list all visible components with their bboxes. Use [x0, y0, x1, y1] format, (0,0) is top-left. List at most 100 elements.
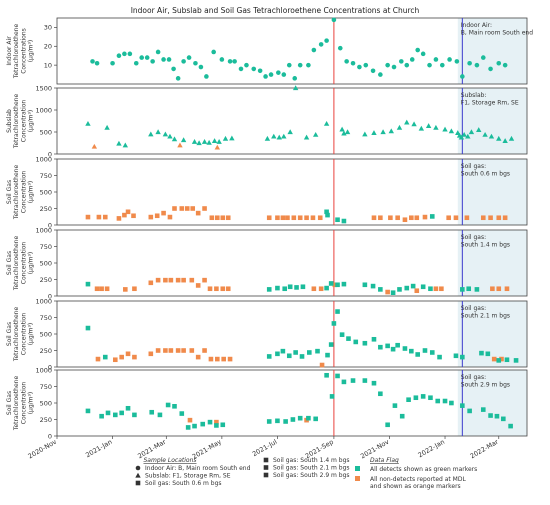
non-detect-point: [490, 286, 495, 292]
detect-point: [275, 351, 280, 357]
detect-point: [380, 129, 386, 135]
non-detect-point: [388, 215, 393, 221]
detect-point: [227, 59, 233, 64]
legend-flag-label: and shown as orange markers: [370, 483, 461, 490]
non-detect-point: [148, 351, 154, 357]
detect-point: [502, 138, 508, 143]
y-axis-label: Indoor Air: [6, 36, 13, 66]
detect-point: [90, 59, 95, 64]
detect-point: [508, 135, 515, 141]
detect-point: [207, 419, 213, 425]
non-detect-point: [220, 286, 226, 292]
detect-point: [363, 62, 369, 68]
y-axis-label: Subslab: [6, 109, 13, 133]
y-tick-label: 0: [48, 150, 52, 158]
detect-point: [105, 410, 111, 416]
y-tick-label: 1500: [35, 84, 52, 92]
detect-point: [420, 284, 426, 290]
non-detect-point: [119, 354, 124, 360]
detect-point: [391, 64, 397, 70]
non-detect-point: [202, 206, 207, 211]
detect-point: [222, 135, 229, 141]
non-detect-point: [499, 356, 504, 362]
detect-point: [315, 348, 320, 354]
panel-sg06: 0 250 500 750 1000 Soil Gas Tetrachloroethene C…: [6, 155, 528, 229]
detect-point: [306, 415, 311, 421]
detect-point: [157, 412, 163, 418]
non-detect-point: [122, 212, 127, 218]
detect-point: [139, 55, 145, 60]
detect-point: [264, 135, 271, 141]
non-detect-point: [371, 215, 377, 221]
detect-point: [388, 128, 394, 134]
detect-point: [324, 38, 329, 43]
legend-marker: [263, 457, 269, 463]
non-detect-point: [275, 215, 280, 221]
detect-point: [494, 413, 500, 419]
y-tick-label: 0: [48, 292, 52, 300]
detect-point: [127, 51, 133, 57]
detect-point: [232, 59, 237, 64]
non-detect-point: [116, 216, 122, 221]
detect-point: [219, 57, 225, 62]
detect-point: [201, 138, 208, 144]
detect-point: [480, 407, 486, 412]
detect-point: [496, 358, 502, 363]
detect-point: [280, 348, 286, 354]
detect-point: [449, 400, 454, 406]
detect-point: [328, 342, 334, 347]
detect-point: [362, 340, 368, 346]
panel-annotation: Soil gas:: [461, 305, 486, 312]
y-axis-label: Tetrachloroethene: [13, 376, 20, 432]
non-detect-point: [99, 286, 104, 292]
detect-point: [229, 135, 235, 141]
legend-location-label: Indoor Air: B, Main room South end: [145, 465, 251, 472]
non-detect-point: [464, 215, 470, 221]
detect-point: [378, 391, 383, 397]
non-detect-point: [214, 419, 219, 425]
y-axis-label: (μg/m³): [28, 252, 35, 275]
detect-point: [442, 126, 448, 132]
detect-point: [397, 287, 402, 292]
detect-point: [180, 137, 187, 143]
non-detect-point: [181, 348, 186, 353]
detect-point: [402, 346, 408, 351]
y-axis-label: Tetrachloroethene: [13, 24, 20, 80]
non-detect-point: [195, 354, 201, 360]
y-axis-label: Concentration: [20, 382, 27, 425]
detect-point: [371, 336, 377, 342]
detect-point: [85, 325, 91, 331]
non-detect-point: [181, 277, 186, 283]
non-detect-point: [304, 215, 309, 221]
chart-title: Indoor Air, Subslab and Soil Gas Tetrach…: [131, 6, 420, 15]
detect-point: [293, 350, 298, 355]
detect-point: [155, 49, 161, 55]
detect-point: [200, 421, 206, 427]
detect-point: [415, 47, 420, 53]
non-detect-point: [214, 144, 221, 150]
y-tick-label: 750: [40, 172, 52, 180]
detect-point: [344, 59, 349, 64]
y-tick-label: 500: [40, 128, 52, 136]
detect-point: [504, 357, 510, 363]
detect-point: [281, 133, 287, 139]
detect-point: [175, 76, 181, 81]
detect-point: [257, 68, 263, 74]
non-detect-point: [215, 215, 220, 221]
y-axis-label: Soil Gas: [6, 251, 13, 275]
non-detect-point: [202, 348, 207, 353]
x-tick-label: 2020-Nov: [27, 438, 58, 461]
non-detect-point: [94, 286, 100, 292]
detect-point: [300, 284, 306, 290]
detect-point: [286, 62, 292, 68]
detect-point: [116, 140, 122, 146]
detect-point: [339, 332, 345, 337]
panel-annotation: Soil gas:: [461, 163, 486, 170]
x-tick-label: 2021-Jan: [84, 438, 113, 460]
detect-point: [181, 59, 186, 64]
detect-point: [370, 68, 376, 74]
detect-point: [428, 395, 433, 401]
panel-sg29: 0 250 500 750 1000 Soil Gas Tetrachloroethene C…: [6, 366, 528, 440]
detect-point: [287, 129, 293, 135]
